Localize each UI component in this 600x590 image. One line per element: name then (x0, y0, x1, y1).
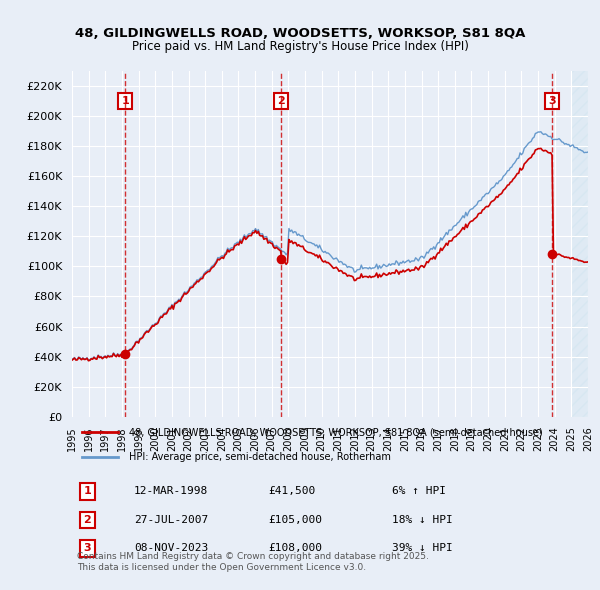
Text: 48, GILDINGWELLS ROAD, WOODSETTS, WORKSOP, S81 8QA: 48, GILDINGWELLS ROAD, WOODSETTS, WORKSO… (75, 27, 525, 40)
Text: £108,000: £108,000 (268, 543, 322, 553)
Text: 18% ↓ HPI: 18% ↓ HPI (392, 515, 452, 525)
Text: 12-MAR-1998: 12-MAR-1998 (134, 486, 208, 496)
Text: 1: 1 (121, 96, 129, 106)
Text: 2: 2 (83, 515, 91, 525)
Text: 3: 3 (548, 96, 556, 106)
Text: 48, GILDINGWELLS ROAD, WOODSETTS, WORKSOP, S81 8QA (semi-detached house): 48, GILDINGWELLS ROAD, WOODSETTS, WORKSO… (129, 427, 542, 437)
Text: 39% ↓ HPI: 39% ↓ HPI (392, 543, 452, 553)
Text: 08-NOV-2023: 08-NOV-2023 (134, 543, 208, 553)
Text: Price paid vs. HM Land Registry's House Price Index (HPI): Price paid vs. HM Land Registry's House … (131, 40, 469, 53)
Text: 2: 2 (277, 96, 285, 106)
Text: 27-JUL-2007: 27-JUL-2007 (134, 515, 208, 525)
Text: £105,000: £105,000 (268, 515, 322, 525)
Text: Contains HM Land Registry data © Crown copyright and database right 2025.
This d: Contains HM Land Registry data © Crown c… (77, 552, 429, 572)
Text: HPI: Average price, semi-detached house, Rotherham: HPI: Average price, semi-detached house,… (129, 451, 391, 461)
Text: 3: 3 (83, 543, 91, 553)
Text: 1: 1 (83, 486, 91, 496)
Text: 6% ↑ HPI: 6% ↑ HPI (392, 486, 446, 496)
Text: £41,500: £41,500 (268, 486, 316, 496)
